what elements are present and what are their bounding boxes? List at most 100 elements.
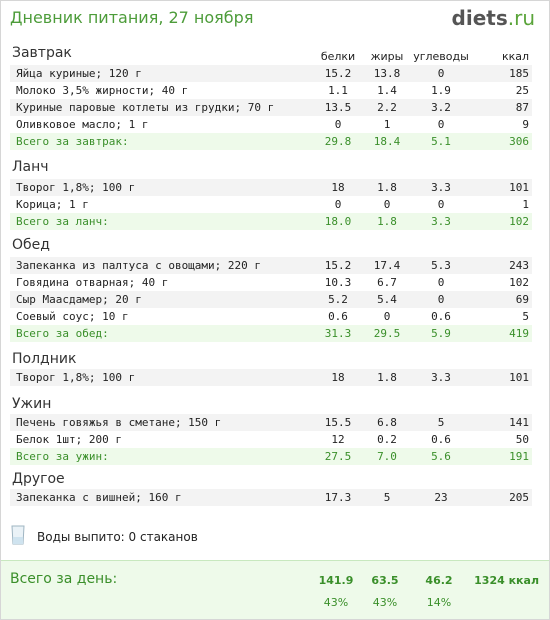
- cell-carbs: 0: [437, 118, 445, 131]
- cell-carbs: 0: [437, 198, 445, 211]
- cell-kcal: 9: [522, 118, 529, 131]
- cell-name[interactable]: Оливковое масло; 1 г: [16, 118, 149, 131]
- cell-name[interactable]: Молоко 3,5% жирности; 40 г: [16, 84, 189, 97]
- diets-logo[interactable]: diets.ru: [452, 6, 535, 30]
- column-carbs: углеводы: [413, 50, 469, 63]
- glass-icon[interactable]: [11, 525, 25, 545]
- cell-carbs: 0: [437, 67, 445, 80]
- cell-fat: 18.4: [373, 135, 401, 148]
- cell-protein: 0.6: [328, 310, 348, 323]
- food-row: Оливковое масло; 1 г 0 1 0 9: [10, 116, 532, 133]
- cell-name[interactable]: Творог 1,8%; 100 г: [16, 181, 136, 194]
- food-row: Говядина отварная; 40 г 10.3 6.7 0 102: [10, 274, 532, 291]
- cell-protein: 31.3: [324, 327, 352, 340]
- cell-name[interactable]: Печень говяжья в сметане; 150 г: [16, 416, 222, 429]
- cell-carbs: 3.3: [431, 215, 451, 228]
- cell-name[interactable]: Запеканка с вишней; 160 г: [16, 491, 182, 504]
- cell-name[interactable]: Сыр Маасдамер; 20 г: [16, 293, 142, 306]
- cell-kcal: 419: [509, 327, 529, 340]
- cell-kcal: 306: [509, 135, 529, 148]
- logo-suffix: .ru: [507, 6, 535, 30]
- cell-protein: 18: [331, 371, 345, 384]
- cell-kcal: 141: [509, 416, 529, 429]
- cell-fat: 7.0: [377, 450, 397, 463]
- section-title: Ужин: [12, 396, 52, 412]
- cell-kcal: 205: [509, 491, 529, 504]
- section-title: Ланч: [12, 159, 49, 175]
- cell-fat: 0: [383, 198, 391, 211]
- cell-protein: 29.8: [324, 135, 352, 148]
- food-row: Белок 1шт; 200 г 12 0.2 0.6 50: [10, 431, 532, 448]
- cell-kcal: 191: [509, 450, 529, 463]
- cell-name[interactable]: Всего за обед:: [16, 327, 109, 340]
- meal-total-row: Всего за ужин: 27.5 7.0 5.6 191: [10, 448, 532, 465]
- day-total-kcal: 1324 ккал: [474, 574, 539, 587]
- cell-name[interactable]: Всего за ужин:: [16, 450, 109, 463]
- day-protein-percent: 43%: [323, 596, 349, 609]
- cell-kcal: 5: [522, 310, 529, 323]
- day-fat-percent: 43%: [372, 596, 398, 609]
- cell-protein: 18.0: [324, 215, 352, 228]
- column-fat: жиры: [370, 50, 404, 63]
- cell-name[interactable]: Соевый соус; 10 г: [16, 310, 129, 323]
- day-total-carbs: 46.2: [425, 574, 453, 587]
- cell-fat: 29.5: [373, 327, 401, 340]
- cell-fat: 6.8: [377, 416, 397, 429]
- section-title: Обед: [12, 237, 50, 253]
- page-title: Дневник питания, 27 ноября: [10, 8, 254, 27]
- cell-fat: 5.4: [377, 293, 397, 306]
- cell-protein: 0: [334, 198, 342, 211]
- column-headers: белки жиры углеводы ккал: [1, 50, 549, 64]
- day-total-fat: 63.5: [371, 574, 399, 587]
- cell-protein: 17.3: [324, 491, 352, 504]
- cell-kcal: 1: [522, 198, 529, 211]
- cell-name[interactable]: Всего за завтрак:: [16, 135, 129, 148]
- cell-protein: 15.2: [324, 259, 352, 272]
- meal-total-row: Всего за обед: 31.3 29.5 5.9 419: [10, 325, 532, 342]
- food-row: Соевый соус; 10 г 0.6 0 0.6 5: [10, 308, 532, 325]
- food-row: Запеканка с вишней; 160 г 17.3 5 23 205: [10, 489, 532, 506]
- cell-fat: 0: [383, 310, 391, 323]
- food-row: Яйца куриные; 120 г 15.2 13.8 0 185: [10, 65, 532, 82]
- cell-carbs: 5: [437, 416, 445, 429]
- cell-fat: 0.2: [377, 433, 397, 446]
- cell-protein: 12: [331, 433, 345, 446]
- cell-carbs: 5.1: [431, 135, 451, 148]
- cell-protein: 13.5: [324, 101, 352, 114]
- day-total-label: Всего за день:: [10, 571, 118, 587]
- cell-name[interactable]: Корица; 1 г: [16, 198, 89, 211]
- cell-name[interactable]: Белок 1шт; 200 г: [16, 433, 122, 446]
- cell-name[interactable]: Запеканка из палтуса с овощами; 220 г: [16, 259, 262, 272]
- column-kcal: ккал: [501, 50, 529, 63]
- cell-protein: 1.1: [328, 84, 348, 97]
- cell-fat: 2.2: [377, 101, 397, 114]
- food-row: Сыр Маасдамер; 20 г 5.2 5.4 0 69: [10, 291, 532, 308]
- cell-fat: 1: [383, 118, 391, 131]
- cell-kcal: 243: [509, 259, 529, 272]
- cell-carbs: 0: [437, 276, 445, 289]
- cell-carbs: 0.6: [431, 310, 451, 323]
- cell-fat: 13.8: [373, 67, 401, 80]
- cell-protein: 27.5: [324, 450, 352, 463]
- cell-fat: 1.8: [377, 181, 397, 194]
- cell-carbs: 5.9: [431, 327, 451, 340]
- cell-name[interactable]: Говядина отварная; 40 г: [16, 276, 169, 289]
- cell-kcal: 50: [515, 433, 529, 446]
- cell-kcal: 102: [509, 215, 529, 228]
- cell-kcal: 69: [515, 293, 529, 306]
- food-row: Творог 1,8%; 100 г 18 1.8 3.3 101: [10, 179, 532, 196]
- cell-carbs: 3.3: [431, 371, 451, 384]
- cell-carbs: 0.6: [431, 433, 451, 446]
- cell-kcal: 87: [515, 101, 529, 114]
- cell-protein: 0: [334, 118, 342, 131]
- cell-name[interactable]: Куриные паровые котлеты из грудки; 70 г: [16, 101, 275, 114]
- cell-name[interactable]: Творог 1,8%; 100 г: [16, 371, 136, 384]
- cell-carbs: 3.3: [431, 181, 451, 194]
- cell-name[interactable]: Всего за ланч:: [16, 215, 109, 228]
- water-text: Воды выпито: 0 стаканов: [37, 530, 198, 544]
- cell-name[interactable]: Яйца куриные; 120 г: [16, 67, 142, 80]
- cell-fat: 17.4: [373, 259, 401, 272]
- food-row: Печень говяжья в сметане; 150 г 15.5 6.8 5 1…: [10, 414, 532, 431]
- cell-protein: 15.5: [324, 416, 352, 429]
